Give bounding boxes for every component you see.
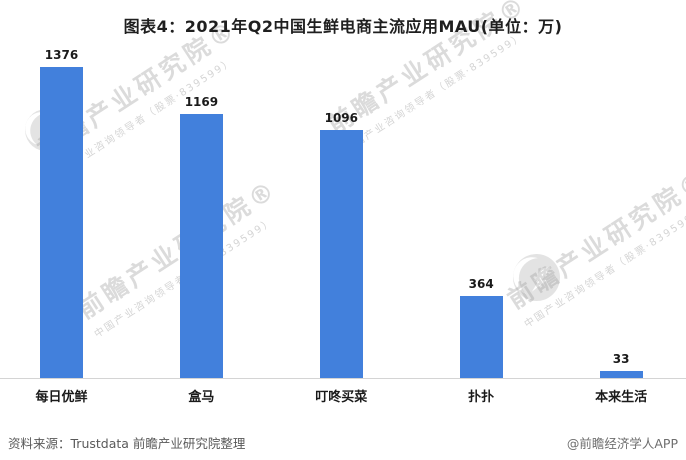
bar-3	[459, 296, 503, 378]
source-text: 资料来源：Trustdata 前瞻产业研究院整理	[8, 436, 246, 451]
bar-0	[40, 67, 83, 378]
chart-title: 图表4：2021年Q2中国生鲜电商主流应用MAU(单位：万)	[123, 17, 563, 36]
category-label-1: 盒马	[188, 390, 215, 405]
category-label-3: 扑扑	[468, 390, 495, 405]
category-label-0: 每日优鲜	[35, 390, 88, 405]
x-axis-line	[0, 378, 686, 379]
bar-1	[179, 114, 223, 378]
category-label-4: 本来生活	[595, 390, 648, 405]
bar-4	[599, 371, 643, 378]
value-label-2: 1096	[324, 111, 358, 125]
plot-area: 1376 每日优鲜 1169 盒马 1096 叮咚买菜 364 扑扑 33 本来生活	[0, 48, 686, 405]
value-label-1: 1169	[184, 95, 219, 109]
category-label-2: 叮咚买菜	[315, 390, 368, 405]
value-label-0: 1376	[44, 48, 79, 62]
value-label-3: 364	[468, 277, 494, 291]
credit-text: @前瞻经济学人APP	[566, 436, 678, 451]
value-label-4: 33	[612, 352, 630, 366]
bar-2	[319, 130, 363, 378]
